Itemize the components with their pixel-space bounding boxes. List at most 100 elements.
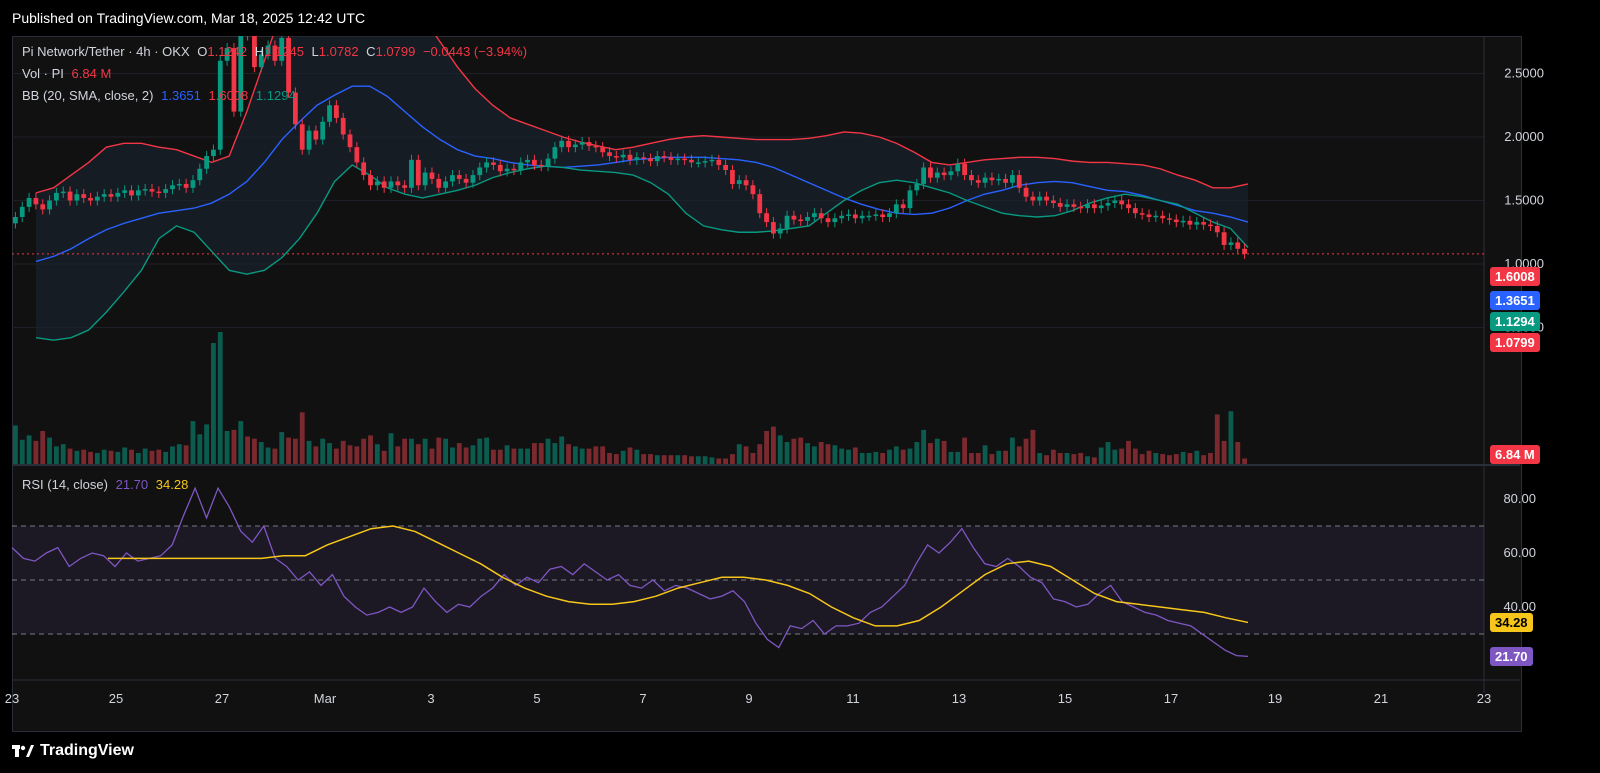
volume-bar bbox=[354, 446, 360, 464]
candle-body bbox=[1153, 215, 1159, 218]
volume-bar bbox=[873, 451, 879, 464]
tradingview-logo[interactable]: TradingView bbox=[12, 742, 134, 760]
candle-body bbox=[320, 121, 326, 140]
volume-bar bbox=[600, 446, 606, 464]
volume-bar bbox=[675, 455, 681, 464]
candle-body bbox=[668, 157, 674, 160]
volume-bar bbox=[327, 443, 332, 464]
volume-bar bbox=[982, 445, 988, 464]
volume-legend[interactable]: Vol · PI 6.84 M bbox=[22, 66, 111, 81]
bb-lower-line bbox=[35, 164, 1249, 341]
volume-bar bbox=[347, 445, 353, 464]
volume-bar bbox=[1228, 411, 1234, 464]
candle-body bbox=[197, 168, 203, 181]
candle-body bbox=[1016, 175, 1022, 188]
candle-body bbox=[1071, 204, 1077, 207]
volume-bar bbox=[1003, 450, 1008, 464]
candle-body bbox=[852, 214, 858, 219]
candle-body bbox=[723, 164, 728, 171]
volume-bar bbox=[1064, 453, 1070, 464]
volume-bar bbox=[682, 455, 688, 464]
candle-body bbox=[1119, 200, 1125, 205]
volume-bar bbox=[955, 451, 961, 464]
candle-body bbox=[463, 178, 469, 183]
time-tick-label: 9 bbox=[745, 691, 752, 706]
volume-bar bbox=[1214, 414, 1220, 464]
volume-bar bbox=[852, 447, 858, 464]
volume-bar bbox=[1037, 453, 1043, 464]
candle-body bbox=[1010, 175, 1015, 183]
rsi-label: RSI (14, close) bbox=[22, 477, 108, 492]
rsi-tick-label: 60.00 bbox=[1503, 545, 1536, 560]
volume-bar bbox=[443, 438, 449, 464]
candle-body bbox=[231, 48, 237, 112]
volume-bar bbox=[279, 432, 285, 464]
volume-bar bbox=[252, 438, 257, 464]
candle-body bbox=[504, 168, 510, 172]
candle-body bbox=[327, 105, 332, 122]
volume-bar bbox=[1078, 453, 1084, 464]
volume-bar bbox=[224, 431, 230, 464]
volume-bar bbox=[1050, 449, 1056, 464]
volume-bar bbox=[613, 454, 619, 464]
candle-body bbox=[497, 164, 503, 172]
candle-body bbox=[450, 175, 455, 182]
volume-bar bbox=[497, 449, 503, 464]
volume-bar bbox=[1173, 454, 1179, 464]
candle-body bbox=[347, 134, 353, 148]
candle-body bbox=[129, 190, 134, 196]
candle-body bbox=[825, 218, 831, 223]
bb-label: BB (20, SMA, close, 2) bbox=[22, 88, 154, 103]
candle-body bbox=[1023, 187, 1029, 197]
volume-bar bbox=[1044, 455, 1049, 464]
candle-body bbox=[142, 189, 148, 191]
candle-body bbox=[286, 37, 291, 93]
time-tick-label: 21 bbox=[1374, 691, 1388, 706]
candle-body bbox=[784, 215, 790, 229]
bb-basis-badge: 1.3651 bbox=[1490, 291, 1540, 310]
volume-bar bbox=[245, 436, 251, 464]
volume-bar bbox=[989, 454, 995, 464]
volume-bar bbox=[689, 456, 694, 464]
price-tick-label: 2.5000 bbox=[1504, 66, 1544, 81]
volume-bar bbox=[607, 453, 612, 464]
symbol-legend[interactable]: Pi Network/Tether · 4h · OKX O1.1242 H1.… bbox=[22, 44, 527, 59]
candle-body bbox=[108, 194, 114, 197]
chart-canvas[interactable]: 3.50003.00002.50002.00001.50001.00000.50… bbox=[0, 36, 1600, 730]
volume-bar bbox=[893, 446, 899, 464]
volume-bar bbox=[450, 447, 455, 464]
candle-body bbox=[1242, 248, 1247, 254]
volume-bar bbox=[81, 449, 87, 464]
time-tick-label: 25 bbox=[109, 691, 123, 706]
candle-body bbox=[989, 177, 995, 181]
candle-body bbox=[962, 163, 967, 176]
volume-bar bbox=[846, 449, 851, 464]
volume-bar bbox=[641, 454, 647, 464]
volume-bar bbox=[1119, 448, 1125, 464]
candle-body bbox=[620, 154, 626, 158]
volume-bar bbox=[764, 431, 769, 464]
volume-bar bbox=[969, 453, 974, 464]
volume-bar bbox=[1180, 451, 1186, 464]
volume-bar bbox=[900, 449, 906, 464]
brand-name: TradingView bbox=[40, 742, 134, 759]
candle-body bbox=[1091, 204, 1097, 209]
rsi-ma-badge: 34.28 bbox=[1490, 613, 1533, 632]
volume-bar bbox=[368, 435, 373, 464]
candle-body bbox=[525, 159, 530, 163]
volume-badge: 6.84 M bbox=[1490, 445, 1540, 464]
candle-body bbox=[279, 37, 285, 61]
rsi-legend[interactable]: RSI (14, close) 21.70 34.28 bbox=[22, 477, 188, 492]
volume-bar bbox=[47, 437, 52, 464]
volume-bar bbox=[40, 431, 46, 464]
volume-bar bbox=[313, 446, 319, 464]
candle-body bbox=[272, 45, 278, 61]
bb-legend[interactable]: BB (20, SMA, close, 2) 1.3651 1.6008 1.1… bbox=[22, 88, 296, 103]
bb-upper-line bbox=[35, 36, 1249, 194]
volume-bar bbox=[402, 438, 408, 464]
bb-fill bbox=[36, 36, 1248, 341]
candle-body bbox=[613, 156, 619, 158]
volume-bar bbox=[730, 454, 735, 464]
candle-body bbox=[1173, 219, 1179, 223]
volume-bar bbox=[750, 453, 756, 464]
